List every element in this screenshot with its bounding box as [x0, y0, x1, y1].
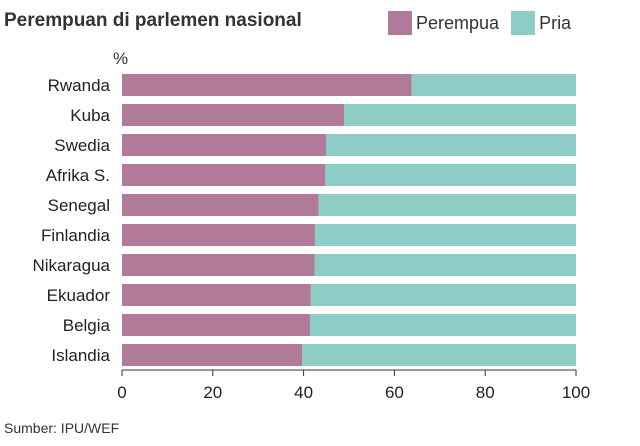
x-tick-label-40: 40	[294, 383, 313, 402]
bar-finlandia-perempuan	[122, 224, 315, 246]
bar-senegal-perempuan	[122, 194, 319, 216]
x-tick-label-0: 0	[117, 383, 126, 402]
category-label-kuba: Kuba	[70, 106, 110, 125]
x-tick-label-100: 100	[562, 383, 590, 402]
category-label-ekuador: Ekuador	[47, 286, 111, 305]
bar-senegal-pria	[318, 194, 576, 216]
category-label-afrika-s: Afrika S.	[46, 166, 110, 185]
bar-ekuador-perempuan	[122, 284, 311, 306]
legend-label-pria: Pria	[539, 12, 572, 33]
bar-nikaragua-perempuan	[122, 254, 315, 276]
x-tick-label-20: 20	[203, 383, 222, 402]
bar-belgia-pria	[309, 314, 576, 336]
x-tick-label-80: 80	[476, 383, 495, 402]
bar-kuba-perempuan	[122, 104, 345, 126]
legend-swatch-pria	[511, 11, 536, 35]
bar-islandia-perempuan	[122, 344, 303, 366]
category-label-nikaragua: Nikaragua	[33, 256, 111, 275]
bar-swedia-pria	[326, 134, 576, 156]
category-label-senegal: Senegal	[48, 196, 110, 215]
bar-ekuador-pria	[310, 284, 576, 306]
x-tick-label-60: 60	[385, 383, 404, 402]
category-label-finlandia: Finlandia	[41, 226, 111, 245]
category-label-belgia: Belgia	[63, 316, 111, 335]
bar-belgia-perempuan	[122, 314, 310, 336]
source-note: Sumber: IPU/WEF	[4, 420, 120, 436]
category-label-swedia: Swedia	[54, 136, 110, 155]
bar-islandia-pria	[302, 344, 576, 366]
bar-kuba-pria	[344, 104, 576, 126]
category-label-islandia: Islandia	[51, 346, 110, 365]
category-label-rwanda: Rwanda	[48, 76, 111, 95]
bar-afrika-s-pria	[325, 164, 576, 186]
legend-swatch-perempuan	[388, 11, 412, 35]
bar-rwanda-perempuan	[122, 74, 412, 96]
chart-title: Perempuan di parlemen nasional	[4, 10, 302, 31]
legend: Perempua Pria	[388, 11, 583, 35]
bar-rwanda-pria	[411, 74, 576, 96]
legend-label-perempuan: Perempua	[416, 12, 500, 33]
bar-nikaragua-pria	[314, 254, 576, 276]
bar-swedia-perempuan	[122, 134, 327, 156]
legend-item-pria: Pria	[511, 11, 571, 35]
unit-label: %	[113, 49, 129, 68]
legend-item-perempuan: Perempua	[388, 11, 499, 35]
bar-afrika-s-perempuan	[122, 164, 326, 186]
bar-finlandia-pria	[314, 224, 576, 246]
